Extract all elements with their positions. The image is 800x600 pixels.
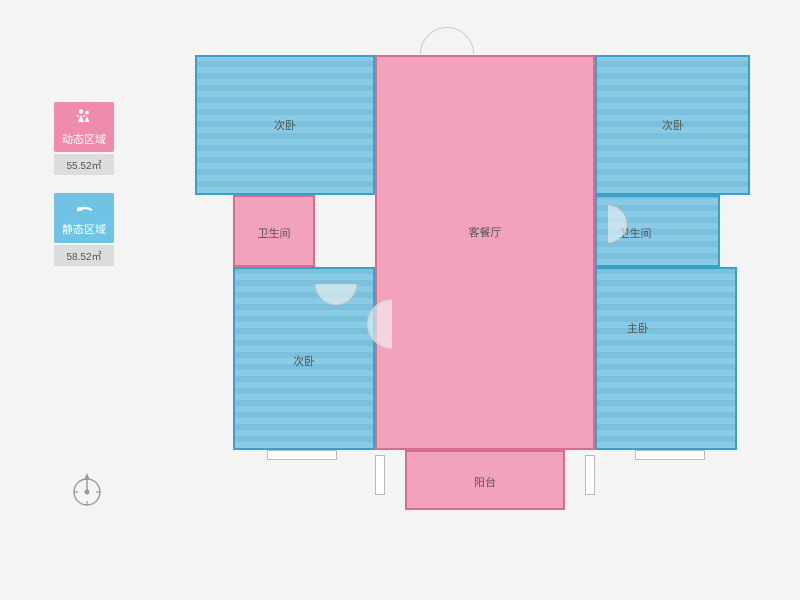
- sleep-icon: [74, 200, 94, 219]
- legend-static-value: 58.52㎡: [54, 245, 114, 266]
- legend-dynamic-box: 动态区域: [54, 102, 114, 152]
- legend-static-label: 静态区域: [62, 221, 106, 237]
- window-mark: [585, 455, 595, 495]
- window-mark: [267, 450, 337, 460]
- window-mark: [375, 455, 385, 495]
- room-bathroom-left: [233, 195, 315, 267]
- legend-panel: 动态区域 55.52㎡ 静态区域 58.52㎡: [54, 102, 124, 284]
- room-bedroom-top-left: [195, 55, 375, 195]
- room-balcony: [405, 450, 565, 510]
- legend-dynamic-value: 55.52㎡: [54, 154, 114, 175]
- room-bedroom-top-right: [595, 55, 750, 195]
- legend-static-box: 静态区域: [54, 193, 114, 243]
- compass-icon: [70, 470, 104, 513]
- room-master-bedroom: [595, 267, 737, 450]
- floorplan: 次卧次卧客餐厅卫生间卫生间次卧主卧阳台: [195, 55, 755, 555]
- room-living-room: [375, 55, 595, 450]
- people-icon: [75, 108, 93, 129]
- window-mark: [635, 450, 705, 460]
- legend-dynamic-label: 动态区域: [62, 131, 106, 147]
